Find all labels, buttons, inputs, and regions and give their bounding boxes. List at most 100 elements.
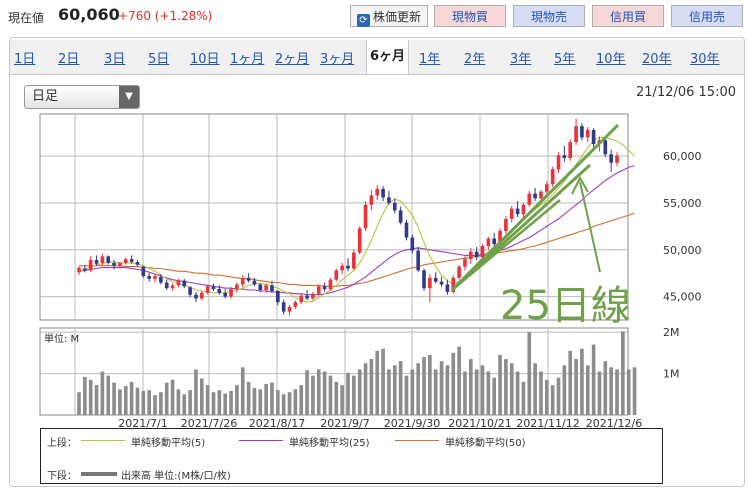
sma25-line xyxy=(78,164,635,296)
volume-bar xyxy=(474,369,479,415)
volume-bar xyxy=(463,371,467,415)
volume-bar xyxy=(632,367,637,415)
candle-body xyxy=(504,218,508,232)
volume-bar xyxy=(626,369,631,415)
candle-body xyxy=(194,294,198,299)
margin-buy-button[interactable]: 信用買 xyxy=(592,5,664,27)
tab-11[interactable]: 3年 xyxy=(510,52,532,67)
candle-body xyxy=(369,195,374,205)
candle-body xyxy=(159,276,163,283)
y-tick-label: 45,000 xyxy=(663,291,702,304)
legend-sma5-swatch xyxy=(81,440,125,441)
tab-10[interactable]: 2年 xyxy=(464,52,486,67)
candle-body xyxy=(609,154,613,163)
volume-bar xyxy=(311,375,315,415)
tab-6[interactable]: 2ヶ月 xyxy=(275,52,310,67)
volume-bar xyxy=(550,385,555,415)
volume-bar xyxy=(328,375,333,415)
volume-bar xyxy=(468,359,473,415)
candle-body xyxy=(240,277,245,285)
x-tick-label: 2021/11/12 xyxy=(516,417,579,430)
candle-body xyxy=(322,286,327,290)
cash-sell-button[interactable]: 現物売 xyxy=(513,5,585,27)
volume-bar xyxy=(480,365,485,415)
volume-bar xyxy=(422,357,426,415)
refresh-price-label: 株価更新 xyxy=(372,10,421,24)
volume-bar xyxy=(123,386,128,415)
tab-9[interactable]: 1年 xyxy=(419,52,441,67)
chart-panel xyxy=(9,37,745,487)
candle-body xyxy=(363,204,368,229)
candle-body xyxy=(229,289,233,297)
cash-buy-button[interactable]: 現物買 xyxy=(434,5,506,27)
tab-5[interactable]: 1ヶ月 xyxy=(230,52,265,67)
candle-body xyxy=(176,280,181,286)
candle-body xyxy=(217,289,222,293)
margin-sell-button[interactable]: 信用売 xyxy=(671,5,743,27)
volume-unit-label: 単位: M xyxy=(44,332,79,345)
volume-bar xyxy=(603,361,608,415)
candle-body xyxy=(445,284,450,292)
y-tick-label: 55,000 xyxy=(663,197,702,210)
candle-body xyxy=(316,286,321,294)
candle-body xyxy=(468,251,473,260)
legend-sma50: 単純移動平均(50) xyxy=(445,438,526,449)
candle-body xyxy=(281,302,286,312)
refresh-price-button[interactable]: ⟳ 株価更新 xyxy=(350,5,428,27)
volume-bar xyxy=(504,359,508,415)
candle-body xyxy=(433,277,438,282)
volume-bar xyxy=(410,369,415,415)
volume-bar xyxy=(293,389,298,415)
candle-body xyxy=(118,262,122,266)
interval-select[interactable]: 日足 ▼ xyxy=(24,85,140,109)
candle-body xyxy=(498,231,502,245)
tab-2[interactable]: 3日 xyxy=(104,52,126,67)
tab-4[interactable]: 10日 xyxy=(190,52,220,67)
volume-bar xyxy=(545,379,549,415)
volume-bar xyxy=(363,363,368,415)
candle-body xyxy=(428,277,432,289)
candle-body xyxy=(585,129,590,138)
quote-header: 現在値 60,060 +760 (+1.28%) ⟳ 株価更新 現物買 現物売 信… xyxy=(0,0,748,34)
tab-13[interactable]: 10年 xyxy=(596,52,626,67)
legend-sma50-swatch xyxy=(395,440,439,441)
candle-body xyxy=(83,268,87,271)
candle-body xyxy=(287,306,292,312)
volume-bar xyxy=(276,390,280,415)
volume-bar xyxy=(299,385,304,415)
price-plot-frame xyxy=(39,113,629,321)
candle-body xyxy=(521,204,526,215)
candle-body xyxy=(463,259,467,267)
volume-bar xyxy=(147,390,151,415)
interval-select-value: 日足 xyxy=(32,89,59,104)
trendline-lower xyxy=(451,199,561,291)
volume-bar xyxy=(199,378,204,415)
volume-bar xyxy=(539,371,543,415)
legend-volume: 出来高 単位:(M株/口/枚) xyxy=(121,471,231,482)
volume-bar xyxy=(597,371,602,415)
candle-body xyxy=(591,129,596,144)
tab-0[interactable]: 1日 xyxy=(14,52,36,67)
volume-bar xyxy=(404,375,409,415)
tab-15[interactable]: 30年 xyxy=(690,52,720,67)
tab-8[interactable]: 6ヶ月 xyxy=(366,40,410,74)
tab-12[interactable]: 5年 xyxy=(554,52,576,67)
price-change: +760 (+1.28%) xyxy=(118,9,213,23)
volume-bar xyxy=(270,382,274,415)
tab-3[interactable]: 5日 xyxy=(148,52,170,67)
legend-upper-label: 上段： xyxy=(47,438,77,449)
tab-1[interactable]: 2日 xyxy=(58,52,80,67)
candle-body xyxy=(568,142,573,159)
candle-body xyxy=(457,266,461,278)
tab-14[interactable]: 20年 xyxy=(642,52,672,67)
tab-7[interactable]: 3ヶ月 xyxy=(320,52,355,67)
volume-bar xyxy=(591,344,596,415)
legend-sma25: 単純移動平均(25) xyxy=(289,438,370,449)
volume-bar xyxy=(287,392,292,415)
candle-body xyxy=(375,188,380,196)
sma50-line xyxy=(79,212,635,287)
candle-body xyxy=(223,292,228,297)
candle-body xyxy=(410,237,415,251)
x-tick-label: 2021/7/26 xyxy=(181,417,237,430)
